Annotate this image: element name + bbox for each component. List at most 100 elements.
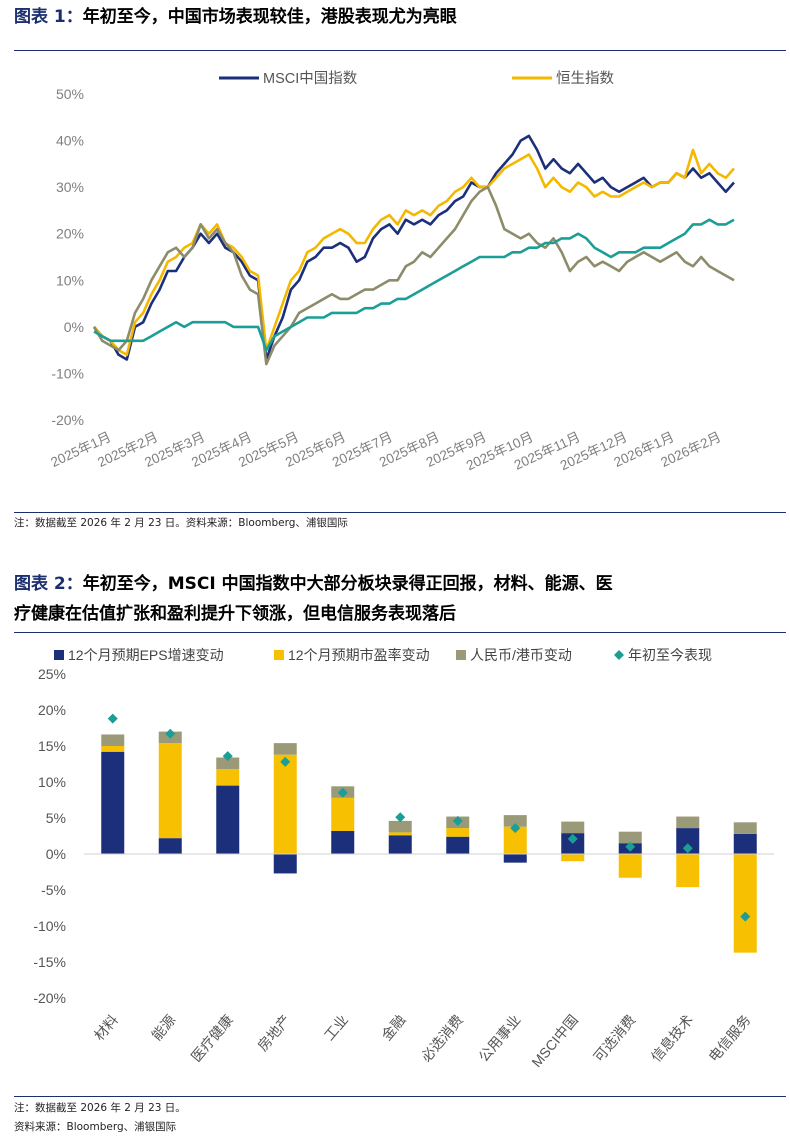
chart2-bars [84, 731, 774, 953]
bar-segment-0 [503, 854, 527, 863]
y-tick-label: -15% [33, 954, 66, 970]
ytd-marker [682, 843, 693, 854]
y-tick-label: 15% [38, 738, 66, 754]
y-tick-label: 50% [56, 86, 84, 102]
figure2-note-line1: 注：数据截至 2026 年 2 月 23 日。 [14, 1102, 186, 1114]
bar-segment-1 [216, 769, 240, 786]
chart2-x-axis: 材料 能源 医疗健康 房地产 工业 金融 必选消费 公用事业 MSCI中国 可选消费 信息技术 电信服… [91, 1012, 754, 1071]
bar-segment-0 [446, 836, 470, 854]
figure2-label: 图表 2： [14, 574, 83, 594]
bar-segment-0 [733, 833, 757, 854]
legend-label: 恒生指数 [556, 70, 614, 87]
y-tick-label: 30% [56, 179, 84, 195]
chart1-legend: MSCI中国指数 恒生指数 [219, 70, 614, 87]
y-tick-label: 5% [46, 810, 66, 826]
x-category-label: 医疗健康 [188, 1012, 236, 1065]
bar-segment-1 [273, 754, 297, 854]
chart1-x-axis: 2025年1月2025年2月2025年3月2025年4月2025年5月2025年… [48, 429, 723, 473]
figure2-title: 图表 2：年初至今，MSCI 中国指数中大部分板块录得正回报，材料、能源、医 [14, 570, 613, 598]
bar-segment-0 [388, 835, 412, 854]
y-tick-label: -5% [41, 882, 66, 898]
bar-segment-1 [503, 826, 527, 854]
x-category-label: 金融 [378, 1012, 408, 1044]
bar-segment-2 [561, 821, 585, 834]
bar-segment-2 [733, 822, 757, 834]
figure1-title-text: 年初至今，中国市场表现较佳，港股表现尤为亮眼 [82, 7, 457, 27]
ytd-marker [222, 751, 233, 762]
bar-segment-2 [216, 757, 240, 770]
legend-label: 12个月预期EPS增速变动 [68, 647, 224, 663]
ytd-marker [510, 823, 521, 834]
bar-segment-1 [101, 746, 125, 752]
figure1-label: 图表 1： [14, 7, 83, 27]
bar-segment-0 [216, 785, 240, 854]
x-category-label: 必选消费 [418, 1012, 466, 1065]
figure2-title-line2: 疗健康在估值扩张和盈利提升下领涨，但电信服务表现落后 [14, 604, 456, 624]
legend-swatch [54, 650, 64, 660]
x-category-label: 房地产 [254, 1012, 293, 1054]
bar-segment-1 [676, 854, 700, 888]
legend-label: 12个月预期市盈率变动 [288, 647, 430, 663]
bar-segment-1 [618, 854, 642, 878]
ytd-marker [567, 833, 578, 844]
bar-segment-2 [101, 734, 125, 746]
y-tick-label: 0% [46, 846, 66, 862]
x-category-label: 能源 [148, 1012, 178, 1044]
bar-segment-0 [331, 830, 355, 854]
bar-segment-2 [273, 743, 297, 755]
y-tick-label: 40% [56, 133, 84, 149]
y-tick-label: 20% [56, 226, 84, 242]
x-category-label: MSCI中国 [528, 1012, 581, 1071]
chart2-markers [107, 713, 751, 922]
ytd-marker [337, 787, 348, 798]
chart2-y-axis: 25% 20% 15% 10% 5% 0% -5% -10% -15% -20% [33, 666, 66, 1006]
bar-segment-2 [503, 815, 527, 827]
bar-segment-2 [388, 820, 412, 833]
series-line-2 [92, 185, 735, 366]
y-tick-label: 20% [38, 702, 66, 718]
legend-swatch [456, 650, 466, 660]
series-line-3 [93, 218, 735, 352]
bar-segment-0 [273, 854, 297, 874]
x-category-label: 材料 [91, 1012, 121, 1044]
bar-segment-2 [618, 831, 642, 844]
figure1-rule [14, 50, 786, 51]
ytd-marker [740, 911, 751, 922]
x-category-label: 信息技术 [648, 1012, 696, 1065]
legend-swatch [614, 650, 624, 660]
series-line-0 [93, 134, 735, 361]
bar-segment-0 [676, 828, 700, 854]
chart2-legend: 12个月预期EPS增速变动 12个月预期市盈率变动 人民币/港币变动 年初至今表现 [54, 647, 712, 663]
bar-segment-1 [446, 828, 470, 837]
figure2-note-line2: 资料来源：Bloomberg、浦银国际 [14, 1121, 177, 1133]
ytd-marker [625, 841, 636, 852]
chart1-y-axis: 50% 40% 30% 20% 10% 0% -10% -20% [51, 86, 84, 428]
bar-segment-1 [561, 854, 585, 862]
ytd-marker [280, 756, 291, 767]
figure1-line-chart: MSCI中国指数 恒生指数 50% 40% 30% 20% 10% 0% -10% -20% 2… [48, 70, 735, 473]
legend-label: 人民币/港币变动 [470, 647, 572, 663]
bar-segment-1 [733, 854, 757, 953]
ytd-marker [165, 728, 176, 739]
y-tick-label: -10% [33, 918, 66, 934]
x-category-label: 工业 [321, 1012, 351, 1044]
bar-segment-1 [158, 743, 182, 839]
bar-segment-0 [158, 838, 182, 854]
figure2-bar-chart: 12个月预期EPS增速变动 12个月预期市盈率变动 人民币/港币变动 年初至今表现 2… [33, 647, 774, 1071]
ytd-marker [107, 713, 118, 724]
x-category-label: 公用事业 [475, 1012, 523, 1065]
figure1-note: 注：数据截至 2026 年 2 月 23 日。资料来源：Bloomberg、浦银… [14, 517, 348, 529]
bar-segment-1 [331, 797, 355, 831]
ytd-marker [395, 812, 406, 823]
y-tick-label: -10% [51, 365, 84, 381]
legend-label: 年初至今表现 [628, 647, 712, 663]
legend-label: MSCI中国指数 [263, 70, 358, 87]
legend-swatch [274, 650, 284, 660]
figure2-rule [14, 632, 786, 633]
ytd-marker [452, 815, 463, 826]
chart1-series-lines [92, 134, 735, 366]
y-tick-label: 25% [38, 666, 66, 682]
bar-segment-0 [101, 751, 125, 854]
bar-segment-1 [388, 832, 412, 836]
y-tick-label: 10% [56, 272, 84, 288]
